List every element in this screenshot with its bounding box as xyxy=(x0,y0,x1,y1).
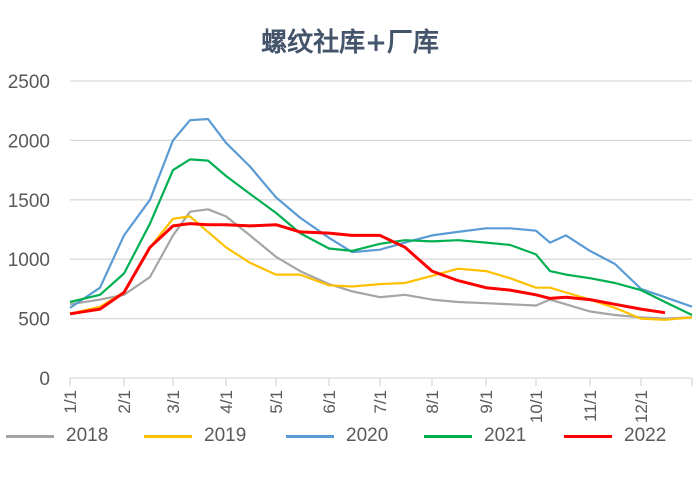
legend-label: 2018 xyxy=(66,425,109,446)
x-tick-label: 10/1 xyxy=(527,390,546,423)
legend: 2018 2019 2020 2021 2022 xyxy=(0,425,700,455)
x-tick-label: 7/1 xyxy=(371,390,390,414)
legend-item-2019: 2019 xyxy=(144,425,246,447)
line-chart: 0 500 1000 1500 2000 2500 1/1 2/1 3/1 4/1 5/1 6/1 7… xyxy=(8,72,693,423)
x-tick-label: 6/1 xyxy=(320,390,339,414)
chart-title: 螺纹社库+厂库 xyxy=(261,28,439,58)
x-tick-label: 4/1 xyxy=(217,390,236,414)
legend-item-2021: 2021 xyxy=(424,425,526,447)
series-line-2018 xyxy=(69,208,693,320)
legend-label: 2021 xyxy=(484,425,527,446)
legend-swatch xyxy=(424,434,472,438)
x-tick-label: 9/1 xyxy=(477,390,496,414)
legend-label: 2022 xyxy=(624,425,667,446)
y-tick-label: 2500 xyxy=(8,72,50,93)
legend-swatch xyxy=(286,434,334,438)
legend-swatch xyxy=(564,434,612,438)
x-tick-label: 11/1 xyxy=(581,390,600,422)
x-tick-label: 12/1 xyxy=(632,390,651,423)
x-tick-label: 3/1 xyxy=(164,390,183,414)
series-line-2022 xyxy=(69,222,666,316)
x-tick-label: 8/1 xyxy=(423,390,442,414)
y-axis: 0 500 1000 1500 2000 2500 xyxy=(8,72,50,390)
series-line-2021 xyxy=(69,158,693,316)
series-lines xyxy=(69,117,693,321)
x-tick-label: 1/1 xyxy=(61,390,80,414)
x-axis: 1/1 2/1 3/1 4/1 5/1 6/1 7/1 8/1 9/1 10/1 11/1 12/1 xyxy=(61,377,693,423)
legend-label: 2019 xyxy=(204,425,247,446)
legend-swatch xyxy=(144,434,192,438)
y-tick-label: 500 xyxy=(18,310,50,331)
legend-item-2020: 2020 xyxy=(286,425,388,447)
x-tick-label: 5/1 xyxy=(267,390,286,414)
legend-item-2022: 2022 xyxy=(564,425,666,447)
x-tick-label: 2/1 xyxy=(115,390,134,414)
legend-item-2018: 2018 xyxy=(6,425,108,447)
legend-swatch xyxy=(6,434,54,438)
y-tick-label: 2000 xyxy=(8,131,50,152)
y-tick-label: 0 xyxy=(39,369,50,390)
y-tick-label: 1500 xyxy=(8,191,50,212)
legend-label: 2020 xyxy=(346,425,389,446)
series-line-2019 xyxy=(69,215,693,321)
series-line-2020 xyxy=(69,117,693,309)
y-tick-label: 1000 xyxy=(8,250,50,271)
